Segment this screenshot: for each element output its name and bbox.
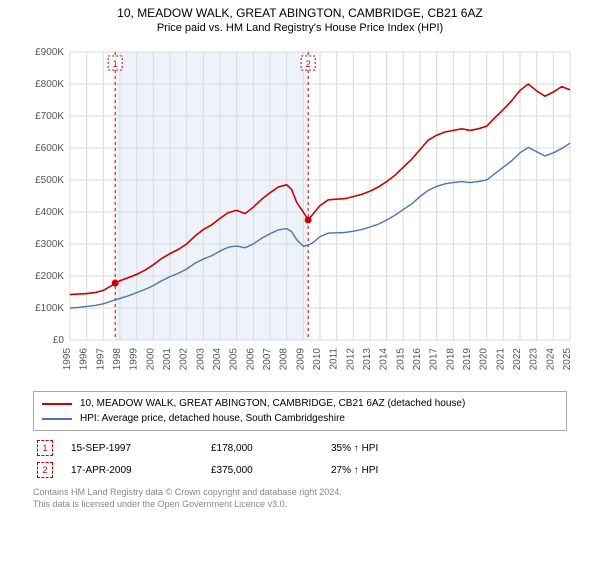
x-tick-label: 2022 (512, 348, 523, 371)
highlight-band (115, 52, 308, 340)
legend: 10, MEADOW WALK, GREAT ABINGTON, CAMBRID… (33, 391, 567, 431)
y-tick-label: £0 (53, 335, 65, 346)
y-tick-label: £800K (35, 79, 64, 90)
x-tick-label: 1998 (112, 348, 123, 371)
x-tick-label: 2019 (462, 348, 473, 371)
sales-table: 1 15-SEP-1997£178,00035% ↑ HPI 2 17-APR-200… (33, 437, 567, 481)
x-tick-label: 2017 (429, 348, 440, 371)
sale-price: £178,000 (211, 443, 331, 454)
sale-marker-number: 1 (113, 59, 118, 69)
legend-label: HPI: Average price, detached house, Sout… (80, 413, 345, 424)
x-tick-label: 2021 (495, 348, 506, 371)
x-tick-label: 1999 (129, 348, 140, 371)
legend-row: HPI: Average price, detached house, Sout… (42, 411, 558, 426)
sale-date: 15-SEP-1997 (71, 443, 211, 454)
x-tick-label: 2001 (162, 348, 173, 371)
x-tick-label: 2007 (262, 348, 273, 371)
x-tick-label: 2002 (179, 348, 190, 371)
x-tick-label: 2016 (412, 348, 423, 371)
x-tick-label: 2014 (379, 348, 390, 371)
y-tick-label: £600K (35, 143, 64, 154)
x-tick-label: 1995 (62, 348, 73, 371)
footnote-line: Contains HM Land Registry data © Crown c… (33, 487, 567, 499)
footnote: Contains HM Land Registry data © Crown c… (33, 487, 567, 510)
sale-marker-ref: 2 (37, 462, 53, 478)
x-tick-label: 2024 (545, 348, 556, 371)
sale-row: 2 17-APR-2009£375,00027% ↑ HPI (33, 459, 567, 481)
x-tick-label: 2004 (212, 348, 223, 371)
chart-container: £0 £100K £200K £300K £400K £500K £600K £700K £80… (20, 40, 580, 385)
x-tick-label: 2006 (245, 348, 256, 371)
x-tick-label: 2013 (362, 348, 373, 371)
x-tick-label: 1996 (79, 348, 90, 371)
y-tick-label: £500K (35, 175, 64, 186)
y-tick-label: £700K (35, 111, 64, 122)
x-tick-label: 2010 (312, 348, 323, 371)
legend-swatch (42, 403, 72, 405)
x-tick-label: 2011 (329, 348, 340, 370)
sale-vs-hpi: 35% ↑ HPI (331, 443, 451, 454)
sale-vs-hpi: 27% ↑ HPI (331, 465, 451, 476)
page-subtitle: Price paid vs. HM Land Registry's House … (0, 22, 600, 34)
price-chart: £0 £100K £200K £300K £400K £500K £600K £700K £80… (20, 40, 580, 380)
x-tick-label: 2023 (529, 348, 540, 371)
x-tick-label: 2008 (279, 348, 290, 371)
x-tick-label: 2000 (145, 348, 156, 371)
x-tick-label: 2015 (395, 348, 406, 371)
y-tick-label: £200K (35, 271, 64, 282)
x-tick-label: 2018 (445, 348, 456, 371)
sale-marker-dot (112, 280, 119, 287)
sale-date: 17-APR-2009 (71, 465, 211, 476)
y-tick-label: £100K (35, 303, 64, 314)
sale-marker-number: 2 (306, 59, 311, 69)
sale-marker-dot (305, 217, 312, 224)
legend-label: 10, MEADOW WALK, GREAT ABINGTON, CAMBRID… (80, 398, 465, 409)
x-tick-label: 2005 (229, 348, 240, 371)
y-tick-label: £900K (35, 47, 64, 58)
x-tick-label: 2020 (479, 348, 490, 371)
y-tick-label: £400K (35, 207, 64, 218)
y-tick-label: £300K (35, 239, 64, 250)
sale-price: £375,000 (211, 465, 331, 476)
x-tick-label: 2025 (562, 348, 573, 371)
legend-swatch (42, 418, 72, 420)
legend-row: 10, MEADOW WALK, GREAT ABINGTON, CAMBRID… (42, 396, 558, 411)
sale-marker-ref: 1 (37, 440, 53, 456)
footnote-line: This data is licensed under the Open Gov… (33, 499, 567, 511)
x-tick-label: 2012 (345, 348, 356, 371)
x-tick-label: 2003 (195, 348, 206, 371)
x-tick-label: 1997 (95, 348, 106, 371)
page-title: 10, MEADOW WALK, GREAT ABINGTON, CAMBRID… (0, 6, 600, 20)
sale-row: 1 15-SEP-1997£178,00035% ↑ HPI (33, 437, 567, 459)
x-tick-label: 2009 (295, 348, 306, 371)
